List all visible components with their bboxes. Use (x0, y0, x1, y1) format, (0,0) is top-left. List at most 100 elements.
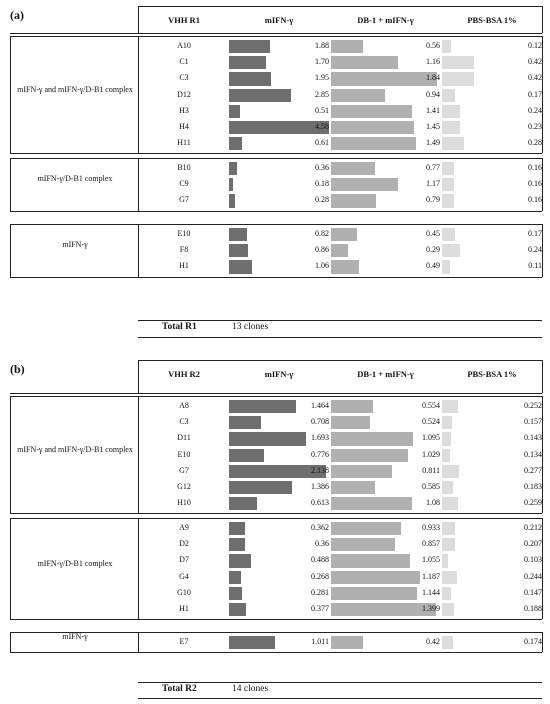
mifn-bar (229, 88, 291, 102)
pbs-value: 0.188 (524, 604, 542, 613)
db1-value: 1.095 (422, 433, 440, 443)
mifn-value: 0.708 (311, 417, 329, 427)
mifn-bar (229, 162, 237, 176)
pbs-value: 0.174 (524, 637, 542, 646)
group-top-rule (10, 518, 542, 519)
group-top-rule (10, 158, 542, 159)
mifn-value: 1.95 (315, 73, 329, 83)
db1-bar (331, 162, 376, 176)
clone-id: E10 (177, 229, 191, 238)
total-bottom-rule (138, 337, 542, 338)
mifn-value: 4.58 (315, 122, 329, 131)
pbs-bar (442, 162, 455, 176)
mifn-bar (229, 586, 242, 600)
clone-id: H4 (179, 122, 189, 131)
clone-id: C3 (179, 417, 189, 427)
clone-id: H1 (179, 261, 189, 271)
clone-id: C1 (179, 57, 189, 67)
db1-bar (331, 416, 371, 430)
db1-bar (331, 40, 364, 54)
mifn-value: 1.06 (315, 261, 329, 271)
db1-bar (331, 400, 373, 414)
db1-value: 1.17 (426, 179, 440, 189)
db1-bar (331, 432, 414, 446)
group-right-rule (542, 518, 543, 620)
pbs-value: 0.143 (524, 433, 542, 443)
group-divider (138, 158, 139, 211)
panel-label: (b) (10, 362, 25, 376)
pbs-bar (442, 194, 455, 208)
group-divider (138, 36, 139, 154)
mifn-value: 1.693 (311, 433, 329, 443)
clone-id: G12 (177, 482, 191, 491)
db1-bar (331, 72, 437, 86)
db1-value: 1.055 (422, 555, 440, 565)
pbs-bar (442, 416, 452, 430)
db1-value: 0.94 (426, 89, 440, 99)
pbs-value: 0.42 (528, 57, 542, 67)
clone-id: G7 (179, 195, 189, 205)
db1-value: 1.84 (426, 73, 440, 83)
group-label: mIFN-γ and mIFN-γ/D-B1 complex (17, 84, 133, 94)
clone-id: F8 (179, 245, 189, 255)
db1-bar (331, 56, 398, 70)
group-top-rule (10, 224, 542, 225)
mifn-bar (229, 416, 262, 430)
group-divider (138, 224, 139, 277)
mifn-value: 0.28 (315, 195, 329, 205)
pbs-bar (442, 448, 451, 462)
group-bottom-rule (10, 276, 542, 278)
pbs-bar (442, 603, 454, 617)
mifn-bar (229, 104, 241, 118)
mifn-value: 0.281 (311, 587, 329, 597)
clone-id: C9 (179, 179, 189, 189)
mifn-bar (229, 228, 247, 242)
pbs-bar (442, 56, 475, 70)
group-bottom-rule (10, 210, 542, 212)
db1-value: 1.41 (426, 105, 440, 115)
db1-bar (331, 104, 412, 118)
pbs-value: 0.103 (524, 555, 542, 565)
db1-value: 1.49 (426, 138, 440, 148)
db1-value: 0.554 (422, 401, 440, 410)
mifn-bar (229, 40, 270, 54)
total-top-rule (138, 682, 542, 683)
mifn-value: 0.36 (315, 163, 329, 172)
db1-bar (331, 244, 348, 258)
group-left-rule (10, 224, 11, 277)
pbs-bar (442, 137, 464, 151)
mifn-bar (229, 497, 257, 511)
mifn-bar (229, 56, 266, 70)
pbs-bar (442, 260, 451, 274)
db1-value: 0.77 (426, 163, 440, 172)
clone-id: G4 (179, 571, 189, 581)
pbs-value: 0.17 (528, 229, 542, 238)
db1-bar (331, 538, 396, 552)
mifn-value: 2.138 (311, 465, 329, 475)
mifn-bar (229, 194, 236, 208)
mifn-value: 1.011 (311, 637, 329, 646)
pbs-value: 0.134 (524, 449, 542, 459)
mifn-value: 1.88 (315, 41, 329, 50)
pbs-value: 0.259 (524, 498, 542, 508)
pbs-bar (442, 400, 458, 414)
column-header: PBS-BSA 1% (467, 369, 517, 379)
pbs-value: 0.28 (528, 138, 542, 148)
group-divider (138, 518, 139, 620)
pbs-value: 0.252 (524, 401, 542, 410)
db1-value: 1.45 (426, 122, 440, 131)
db1-bar (331, 137, 417, 151)
db1-value: 0.56 (426, 41, 440, 50)
clone-id: H3 (179, 105, 189, 115)
mifn-value: 0.82 (315, 229, 329, 238)
db1-bar (331, 522, 402, 536)
mifn-value: 0.362 (311, 523, 329, 532)
total-label: Total R1 (162, 322, 197, 332)
db1-value: 0.524 (422, 417, 440, 427)
mifn-value: 0.36 (315, 539, 329, 549)
clone-id: G7 (179, 465, 189, 475)
clone-id: D2 (179, 539, 189, 549)
db1-value: 1.029 (422, 449, 440, 459)
db1-value: 1.16 (426, 57, 440, 67)
mifn-value: 0.776 (311, 449, 329, 459)
